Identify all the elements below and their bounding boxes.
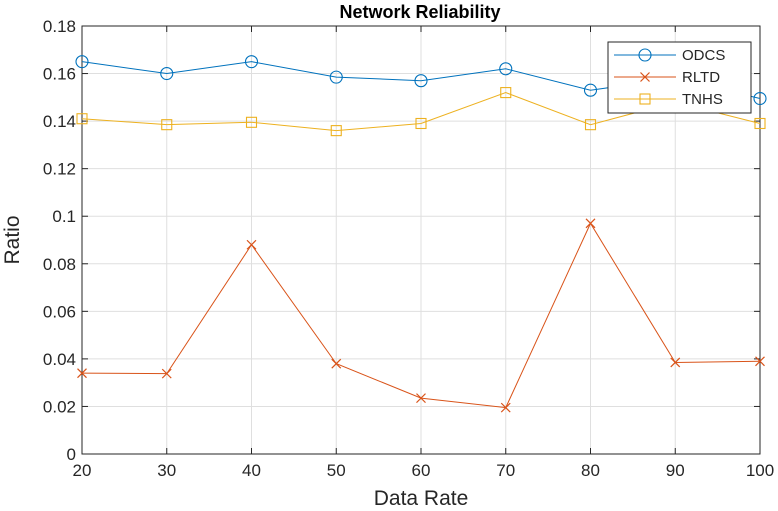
data-point-odcs xyxy=(244,55,259,69)
y-tick-label: 0.1 xyxy=(52,207,76,226)
legend-item-rltd: RLTD xyxy=(614,69,720,86)
x-tick-label: 50 xyxy=(327,461,346,480)
x-axis-ticks: 20 30 40 50 60 70 80 90 100 xyxy=(73,26,774,480)
data-point-rltd xyxy=(331,358,342,369)
x-marker-stroke xyxy=(416,393,426,404)
y-tick-label: 0.18 xyxy=(43,17,76,36)
legend-label-rltd: RLTD xyxy=(682,69,720,86)
y-axis-ticks: 0 0.02 0.04 0.06 0.08 0.1 0.12 0.14 0.16 0.18 xyxy=(43,17,760,464)
data-point-rltd xyxy=(670,357,681,368)
data-point-odcs xyxy=(329,70,343,84)
x-marker-stroke xyxy=(640,72,650,82)
x-tick-label: 100 xyxy=(746,461,774,480)
x-tick-label: 30 xyxy=(157,461,176,480)
series-rltd xyxy=(77,218,765,413)
data-point-tnhs xyxy=(500,87,512,99)
legend-marker-odcs xyxy=(638,48,652,62)
legend-marker-rltd xyxy=(640,72,650,82)
data-point-odcs xyxy=(753,91,767,106)
x-tick-label: 70 xyxy=(496,461,515,480)
data-point-odcs xyxy=(414,74,428,88)
data-point-rltd xyxy=(755,356,765,367)
x-marker-stroke xyxy=(246,239,257,250)
data-point-odcs xyxy=(75,55,89,69)
data-point-rltd xyxy=(416,393,426,404)
legend-item-tnhs: TNHS xyxy=(614,91,723,108)
x-tick-label: 90 xyxy=(666,461,685,480)
legend-label-odcs: ODCS xyxy=(682,47,725,64)
chart-title: Network Reliability xyxy=(339,2,500,22)
x-marker-stroke xyxy=(755,356,765,367)
x-marker-stroke xyxy=(331,358,342,369)
y-tick-label: 0.16 xyxy=(43,65,76,84)
y-tick-label: 0.04 xyxy=(43,350,76,369)
data-point-tnhs xyxy=(76,113,88,125)
data-point-odcs xyxy=(499,62,513,76)
data-point-rltd xyxy=(77,368,87,379)
x-tick-label: 20 xyxy=(73,461,92,480)
data-point-tnhs xyxy=(415,117,427,130)
y-tick-label: 0 xyxy=(67,445,76,464)
y-tick-label: 0.12 xyxy=(43,160,76,179)
data-point-tnhs xyxy=(161,119,173,131)
y-tick-label: 0.08 xyxy=(43,255,76,274)
data-point-odcs xyxy=(583,83,598,97)
y-axis-label: Ratio xyxy=(1,215,24,264)
x-tick-label: 80 xyxy=(581,461,600,480)
x-marker-stroke xyxy=(670,357,681,368)
data-point-tnhs xyxy=(245,116,258,128)
x-marker-stroke xyxy=(500,402,511,413)
x-marker-stroke xyxy=(161,368,172,379)
data-point-tnhs xyxy=(754,117,766,130)
x-tick-label: 60 xyxy=(412,461,431,480)
legend: ODCS RLTD TNHS xyxy=(607,41,752,114)
legend-label-tnhs: TNHS xyxy=(682,91,723,108)
x-axis-label: Data Rate xyxy=(374,487,469,510)
x-tick-label: 40 xyxy=(242,461,261,480)
data-point-rltd xyxy=(161,368,172,379)
y-tick-label: 0.02 xyxy=(43,397,76,416)
data-point-tnhs xyxy=(330,125,342,137)
legend-item-odcs: ODCS xyxy=(614,47,725,64)
data-point-odcs xyxy=(160,67,174,81)
y-tick-label: 0.14 xyxy=(43,112,76,131)
data-point-tnhs xyxy=(584,119,597,131)
x-marker-stroke xyxy=(585,218,596,229)
data-point-rltd xyxy=(585,218,596,229)
data-point-rltd xyxy=(500,402,511,413)
y-tick-label: 0.06 xyxy=(43,302,76,321)
data-point-rltd xyxy=(246,239,257,250)
legend-marker-tnhs xyxy=(639,93,651,105)
x-marker-stroke xyxy=(77,368,87,379)
